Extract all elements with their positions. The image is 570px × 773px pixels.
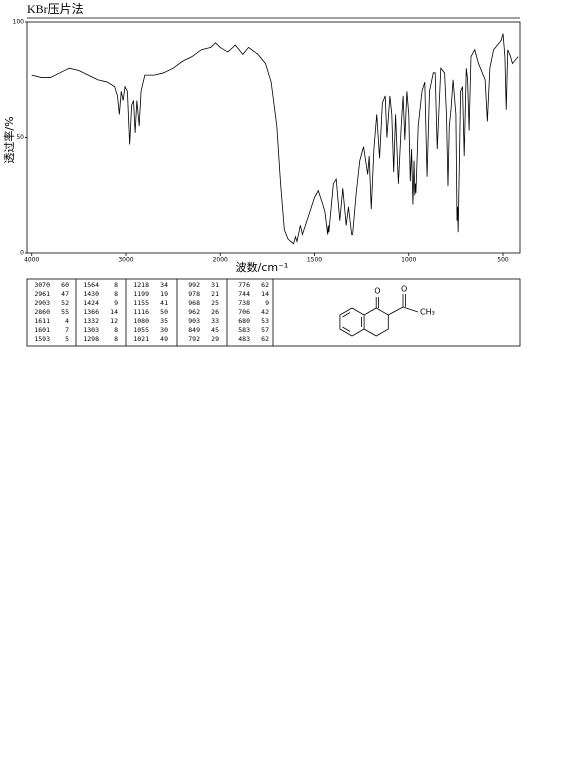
peak-transmittance: 25 <box>211 299 219 307</box>
peak-wavenumber: 1021 <box>133 335 149 343</box>
peak-wavenumber: 992 <box>188 281 200 289</box>
peak-wavenumber: 2961 <box>34 290 50 298</box>
peak-transmittance: 9 <box>265 299 269 307</box>
structure-label: CH₃ <box>420 308 435 317</box>
x-tick-label: 500 <box>497 257 509 264</box>
structure-label: O <box>401 285 407 294</box>
peak-transmittance: 12 <box>110 317 118 325</box>
peak-transmittance: 45 <box>211 326 219 334</box>
peak-wavenumber: 1424 <box>83 299 99 307</box>
peak-wavenumber: 1593 <box>34 335 50 343</box>
peak-transmittance: 62 <box>261 281 269 289</box>
peak-wavenumber: 1611 <box>34 317 50 325</box>
peak-transmittance: 14 <box>261 290 269 298</box>
x-tick-label: 2000 <box>213 257 228 264</box>
peak-transmittance: 42 <box>261 308 269 316</box>
peak-transmittance: 5 <box>65 335 69 343</box>
spectrum-line <box>31 33 519 245</box>
table-dividers <box>75 279 274 346</box>
peak-wavenumber: 738 <box>238 299 250 307</box>
peak-transmittance: 60 <box>61 281 69 289</box>
y-tick-label: 0 <box>20 250 24 257</box>
peak-transmittance: 53 <box>261 317 269 325</box>
x-axis-label: 波数/cm⁻¹ <box>236 261 289 274</box>
peak-wavenumber: 1332 <box>83 317 99 325</box>
peak-transmittance: 31 <box>211 281 219 289</box>
peak-transmittance: 50 <box>160 308 168 316</box>
peak-wavenumber: 903 <box>188 317 200 325</box>
peak-wavenumber: 776 <box>238 281 250 289</box>
peak-wavenumber: 1199 <box>133 290 149 298</box>
structure-label: O <box>374 287 380 296</box>
x-tick-label: 4000 <box>24 257 39 264</box>
peak-wavenumber: 1155 <box>133 299 149 307</box>
x-tick-label: 3000 <box>118 257 133 264</box>
peak-wavenumber: 1430 <box>83 290 99 298</box>
peak-transmittance: 62 <box>261 335 269 343</box>
x-tick-label: 1000 <box>401 257 416 264</box>
peak-wavenumber: 1303 <box>83 326 99 334</box>
peak-transmittance: 30 <box>160 326 168 334</box>
peak-wavenumber: 1366 <box>83 308 99 316</box>
structure <box>339 294 419 337</box>
peak-transmittance: 8 <box>114 326 118 334</box>
peak-wavenumber: 1080 <box>133 317 149 325</box>
peak-transmittance: 47 <box>61 290 69 298</box>
peak-wavenumber: 483 <box>238 335 250 343</box>
peak-transmittance: 33 <box>211 317 219 325</box>
peak-table <box>26 278 521 347</box>
peak-transmittance: 8 <box>114 335 118 343</box>
chart-title: KBr压片法 <box>27 2 84 16</box>
peak-wavenumber: 1564 <box>83 281 99 289</box>
peak-transmittance: 4 <box>65 317 69 325</box>
peak-transmittance: 8 <box>114 290 118 298</box>
peak-wavenumber: 849 <box>188 326 200 334</box>
peak-transmittance: 34 <box>160 281 168 289</box>
peak-transmittance: 41 <box>160 299 168 307</box>
peak-transmittance: 7 <box>65 326 69 334</box>
y-tick-label: 50 <box>16 134 24 141</box>
peak-transmittance: 57 <box>261 326 269 334</box>
peak-transmittance: 29 <box>211 335 219 343</box>
peak-wavenumber: 968 <box>188 299 200 307</box>
peak-wavenumber: 2860 <box>34 308 50 316</box>
peak-wavenumber: 583 <box>238 326 250 334</box>
peak-wavenumber: 706 <box>238 308 250 316</box>
peak-wavenumber: 1055 <box>133 326 149 334</box>
peak-wavenumber: 3070 <box>34 281 50 289</box>
peak-transmittance: 14 <box>110 308 118 316</box>
peak-transmittance: 52 <box>61 299 69 307</box>
peak-wavenumber: 792 <box>188 335 200 343</box>
peak-wavenumber: 962 <box>188 308 200 316</box>
peak-transmittance: 35 <box>160 317 168 325</box>
peak-wavenumber: 1116 <box>133 308 149 316</box>
y-tick-label: 100 <box>13 19 25 26</box>
peak-transmittance: 19 <box>160 290 168 298</box>
peak-wavenumber: 1601 <box>34 326 50 334</box>
peak-transmittance: 55 <box>61 308 69 316</box>
peak-wavenumber: 2903 <box>34 299 50 307</box>
peak-wavenumber: 1298 <box>83 335 99 343</box>
peak-wavenumber: 744 <box>238 290 250 298</box>
peak-transmittance: 49 <box>160 335 168 343</box>
peak-wavenumber: 978 <box>188 290 200 298</box>
x-tick-label: 1500 <box>307 257 322 264</box>
peak-wavenumber: 1218 <box>133 281 149 289</box>
plot-frame <box>26 21 521 254</box>
peak-transmittance: 8 <box>114 281 118 289</box>
peak-transmittance: 9 <box>114 299 118 307</box>
peak-transmittance: 21 <box>211 290 219 298</box>
peak-wavenumber: 680 <box>238 317 250 325</box>
y-axis-label: 透过率/% <box>2 116 16 163</box>
peak-transmittance: 26 <box>211 308 219 316</box>
